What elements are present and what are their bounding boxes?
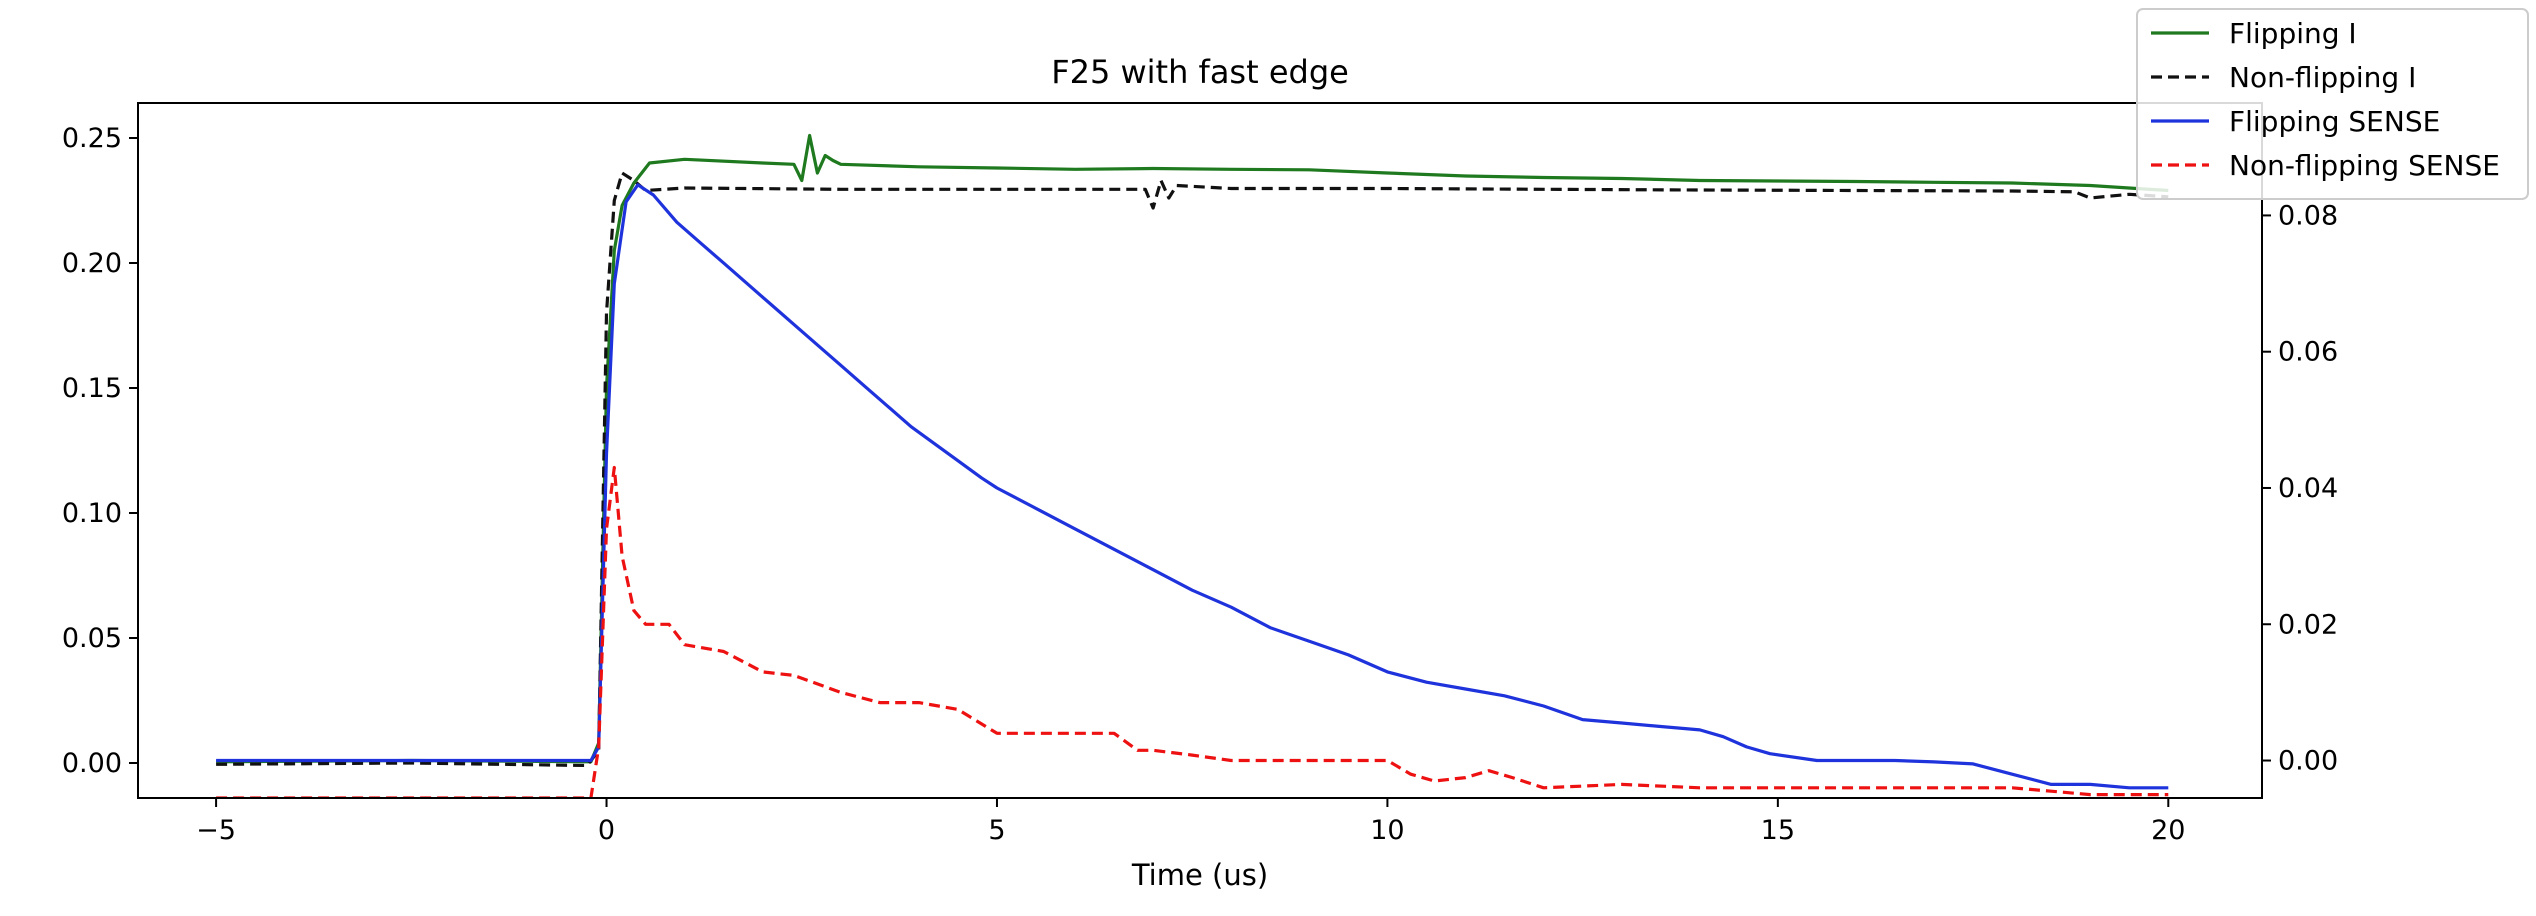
plot-lines: [216, 133, 2169, 798]
y-right-tick-label: 0.02: [2278, 609, 2338, 640]
y-left-tick-label: 0.05: [62, 623, 122, 654]
y-right-tick-label: 0.06: [2278, 337, 2338, 368]
y-left-tick-label: 0.15: [62, 373, 122, 404]
legend-label: Flipping I: [2229, 17, 2357, 50]
x-tick-label: 5: [988, 815, 1005, 846]
x-tick-label: 15: [1761, 815, 1795, 846]
x-axis: −5 0 5 10 15 20: [196, 798, 2185, 846]
y-right-tick-label: 0.00: [2278, 746, 2338, 777]
y-right-tick-label: 0.04: [2278, 473, 2338, 504]
series-line-flipping-i: [216, 133, 2169, 764]
y-left-tick-label: 0.20: [62, 248, 122, 279]
legend-label: Flipping SENSE: [2229, 105, 2440, 138]
y-left-tick-label: 0.10: [62, 498, 122, 529]
plot-frame: [137, 102, 2263, 799]
chart-title: F25 with fast edge: [1051, 53, 1349, 91]
y-axis-left: 0.00 0.05 0.10 0.15 0.20 0.25: [62, 123, 138, 779]
series-line-non-flipping-i: [216, 171, 2169, 768]
x-tick-label: 10: [1370, 815, 1404, 846]
legend: Flipping I Non-flipping I Flipping SENSE No…: [2136, 8, 2529, 200]
series-line-flipping-sense: [216, 183, 2169, 790]
x-tick-label: 0: [598, 815, 615, 846]
x-tick-label: 20: [2151, 815, 2185, 846]
y-left-tick-label: 0.00: [62, 748, 122, 779]
legend-box: [2136, 8, 2529, 200]
x-tick-label: −5: [196, 815, 236, 846]
x-axis-label: Time (us): [1131, 858, 1268, 892]
legend-label: Non-flipping I: [2229, 61, 2416, 94]
y-right-tick-label: 0.08: [2278, 200, 2338, 231]
y-axis-right: 0.00 0.02 0.04 0.06 0.08: [2262, 200, 2338, 777]
series-line-non-flipping-sense: [216, 465, 2169, 798]
y-left-tick-label: 0.25: [62, 123, 122, 154]
legend-label: Non-flipping SENSE: [2229, 149, 2500, 182]
